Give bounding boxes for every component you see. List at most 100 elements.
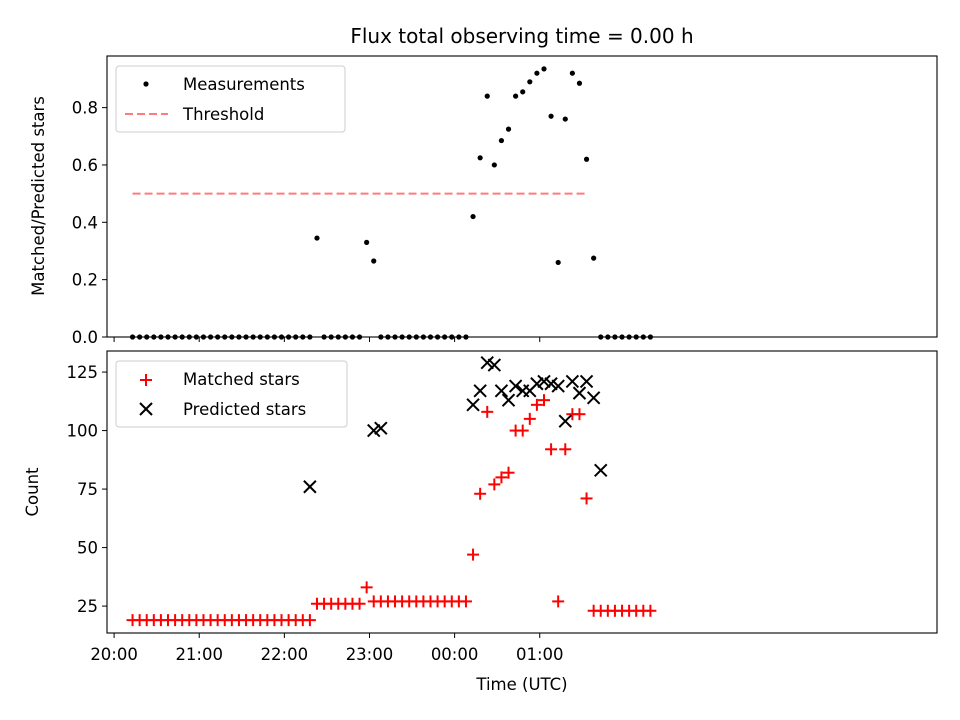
predicted-star-point	[303, 480, 317, 494]
predicted-star-point	[473, 384, 487, 398]
predicted-star-point	[530, 377, 544, 391]
bottom-plot-area: 25 50 75 100 125 20:00 21:00 22:00 23:00 00:00 01…	[23, 350, 938, 694]
legend-predicted-label: Predicted stars	[183, 400, 306, 419]
measurement-point	[314, 235, 320, 241]
matched-star-point	[573, 408, 586, 421]
matched-star-point	[530, 398, 543, 411]
x-tick-label: 23:00	[346, 645, 394, 664]
bottom-stars-layer	[126, 355, 657, 627]
x-tick-label: 21:00	[175, 645, 223, 664]
top-x-ticks	[113, 337, 541, 342]
matched-star-point	[360, 581, 373, 594]
legend-threshold-label: Threshold	[182, 105, 264, 124]
matched-star-point	[580, 492, 593, 505]
bottom-y-tick-label: 100	[67, 422, 99, 441]
measurement-point	[541, 66, 547, 72]
predicted-star-point	[579, 374, 594, 389]
bottom-y-tick-label: 75	[77, 480, 98, 499]
bottom-y-axis-label: Count	[23, 467, 42, 517]
matched-star-point	[474, 487, 487, 500]
bottom-y-tick-label: 50	[77, 539, 98, 558]
top-y-tick-label: 0.6	[72, 156, 98, 175]
predicted-star-point	[508, 379, 523, 393]
measurement-point	[491, 162, 497, 168]
predicted-star-point	[494, 384, 509, 398]
x-tick-label: 01:00	[516, 645, 564, 664]
legend-matched-marker	[140, 374, 152, 386]
top-y-tick-label: 0.2	[72, 271, 98, 290]
predicted-star-point	[565, 374, 580, 389]
predicted-star-point	[544, 377, 558, 391]
measurement-point	[562, 116, 568, 122]
matched-star-point	[481, 405, 494, 418]
top-y-tick-label: 0.0	[72, 328, 98, 347]
measurement-point	[484, 93, 490, 99]
measurement-point	[470, 213, 476, 220]
top-y-axis-label: Matched/Predicted stars	[29, 96, 48, 296]
top-y-ticks: 0.0 0.2 0.4 0.6 0.8	[72, 99, 107, 347]
matched-star-point	[502, 466, 515, 479]
predicted-star-point	[586, 391, 601, 405]
top-y-tick-label: 0.8	[72, 99, 98, 118]
predicted-star-point	[487, 358, 502, 372]
predicted-star-point	[466, 398, 480, 412]
measurement-point	[527, 79, 533, 85]
top-plot-area: 0.00.20.40.60.8 Matched/Predicted stars …	[29, 55, 938, 347]
matched-star-point	[353, 597, 366, 610]
measurement-point	[583, 156, 590, 162]
measurement-point	[591, 255, 597, 261]
predicted-star-point	[374, 421, 388, 435]
matched-star-point	[644, 604, 657, 617]
legend-predicted-marker	[139, 402, 153, 416]
legend-measurements-marker	[143, 81, 149, 87]
matched-star-point	[495, 471, 508, 484]
top-legend: Measurements Threshold	[115, 65, 346, 133]
bottom-x-ticks: 20:00 21:00 22:00 23:00 00:00 01:00	[90, 633, 564, 664]
predicted-star-point	[367, 423, 381, 438]
top-chart-title: Flux total observing time = 0.00 h	[350, 24, 693, 48]
measurement-point	[548, 113, 554, 119]
predicted-star-point	[480, 355, 494, 370]
measurement-point	[555, 259, 561, 266]
measurement-point	[364, 239, 370, 245]
measurement-point	[569, 70, 575, 76]
x-tick-label: 22:00	[261, 645, 309, 664]
bottom-plot-frame	[106, 350, 938, 634]
legend-matched-label: Matched stars	[183, 370, 300, 389]
measurement-point	[505, 126, 512, 132]
measurement-point	[576, 80, 583, 86]
predicted-star-point	[572, 386, 587, 400]
x-tick-label: 20:00	[90, 645, 138, 664]
matched-star-point	[523, 412, 536, 425]
top-y-tick-label: 0.4	[72, 213, 98, 232]
bottom-y-tick-label: 125	[67, 363, 99, 382]
predicted-star-point	[537, 374, 551, 389]
bottom-y-tick-label: 25	[77, 597, 98, 616]
measurement-point	[520, 89, 526, 95]
matched-star-point	[467, 548, 480, 561]
predicted-star-point	[501, 393, 516, 407]
top-plot-frame	[106, 55, 938, 338]
predicted-star-point	[551, 379, 565, 393]
matched-star-point	[488, 478, 501, 491]
matched-star-point	[459, 595, 472, 608]
measurement-point	[498, 137, 505, 144]
measurement-point	[477, 155, 483, 161]
matched-star-point	[545, 443, 558, 456]
matched-star-point	[516, 424, 529, 437]
matched-star-point	[303, 614, 316, 627]
matched-star-point	[537, 394, 550, 407]
bottom-y-ticks: 25 50 75 100 125	[67, 363, 107, 616]
x-axis-label: Time (UTC)	[475, 675, 567, 694]
matched-star-point	[559, 443, 572, 456]
predicted-star-point	[558, 414, 572, 428]
measurement-point	[371, 258, 377, 264]
measurement-point	[513, 93, 519, 99]
bottom-legend: Matched stars Predicted stars	[115, 360, 348, 428]
top-legend-box	[115, 65, 346, 133]
bottom-legend-box	[115, 360, 348, 428]
measurement-point	[534, 70, 540, 76]
matched-star-point	[552, 595, 565, 608]
legend-measurements-label: Measurements	[183, 75, 305, 94]
